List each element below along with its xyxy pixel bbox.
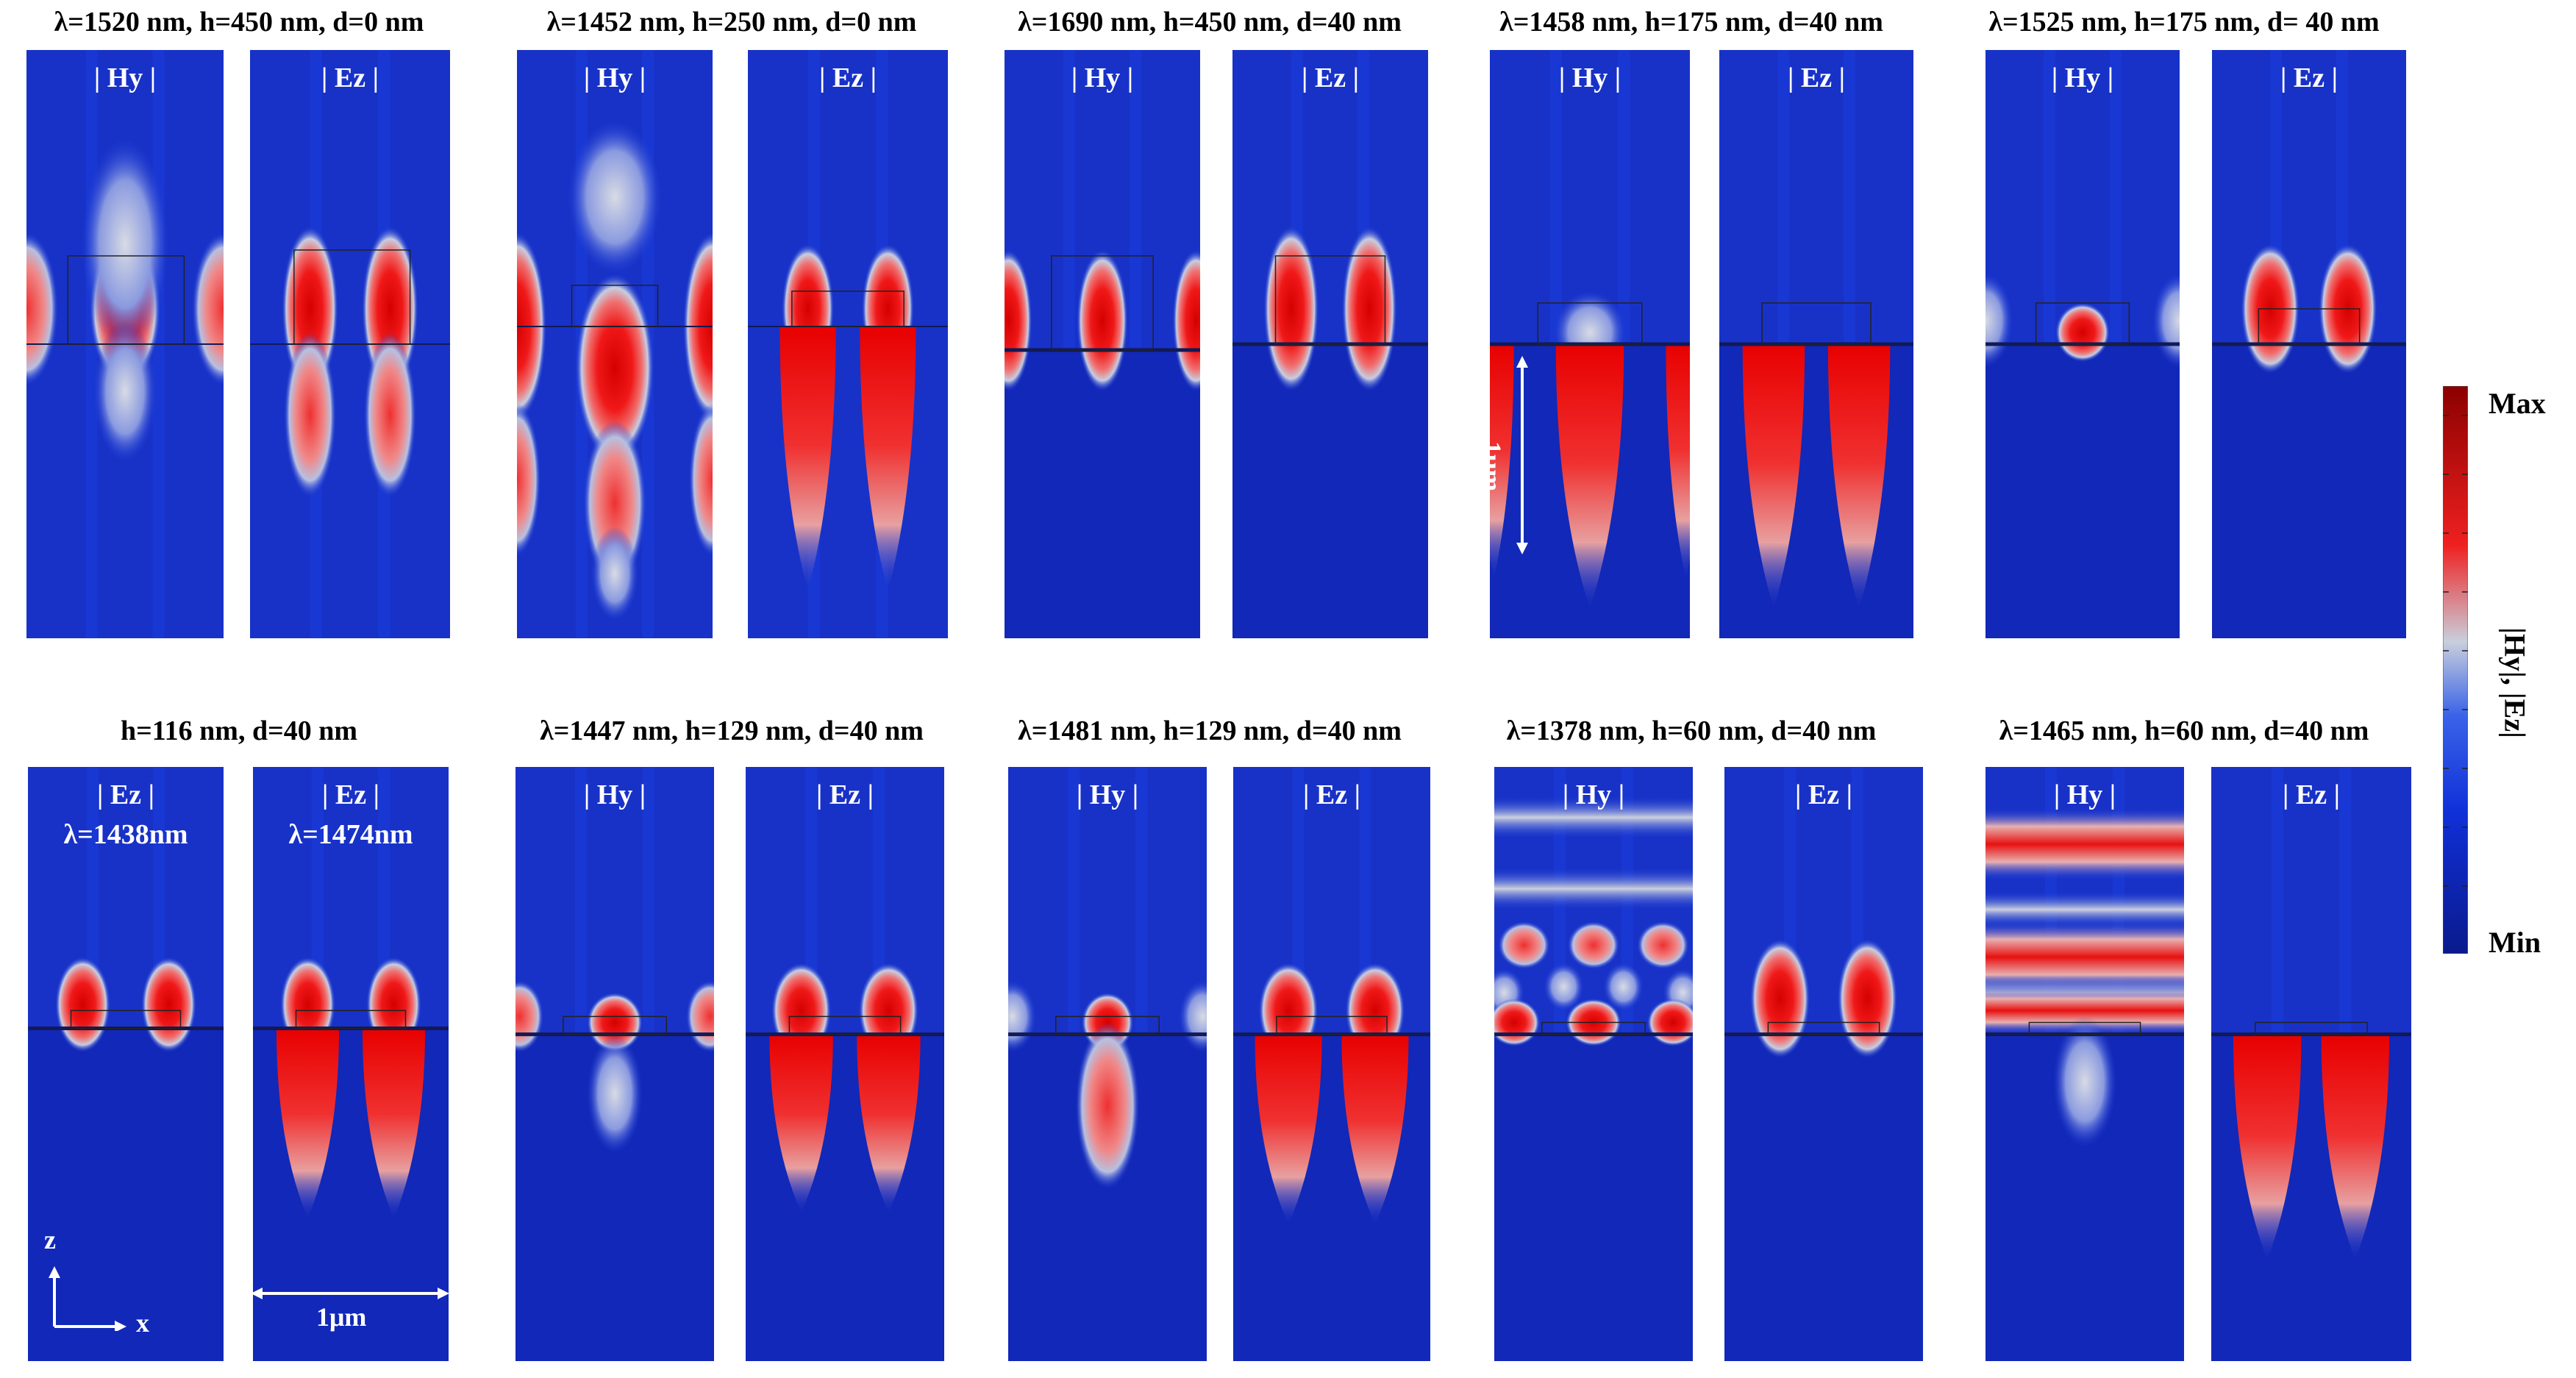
field-map-panel: | Hy |	[1490, 50, 1690, 638]
panel-group-title: λ=1481 nm, h=129 nm, d=40 nm	[1018, 715, 1402, 746]
field-component-label: | Ez |	[97, 779, 154, 810]
field-component-label: | Hy |	[1071, 63, 1134, 93]
colorbar-gradient	[2442, 385, 2469, 954]
field-map-panel: | Hy |	[1985, 50, 2180, 638]
field-component-label: | Ez |	[2283, 779, 2340, 810]
field-component-label: | Ez |	[2280, 63, 2338, 93]
colorbar-max-label: Max	[2488, 387, 2546, 420]
panel-group-title: λ=1458 nm, h=175 nm, d=40 nm	[1499, 7, 1883, 38]
field-component-label: | Hy |	[2053, 779, 2116, 810]
panel-group-title: λ=1520 nm, h=450 nm, d=0 nm	[54, 7, 424, 38]
field-map-panel: | Ez |	[1233, 767, 1430, 1361]
field-component-label: | Ez |	[1788, 63, 1845, 93]
field-map-panel: | Hy |	[1494, 767, 1693, 1361]
field-component-label: | Ez |	[1795, 779, 1852, 810]
field-map-panel: | Ez | λ=1474nm	[253, 767, 449, 1361]
field-component-label: | Hy |	[583, 779, 646, 810]
vertical-scale-label: 1μm	[1477, 441, 1507, 492]
field-map-panel: | Hy |	[515, 767, 714, 1361]
colorbar-min-label: Min	[2488, 926, 2541, 959]
field-map-panel: | Ez |	[748, 50, 948, 638]
axis-indicator	[44, 1265, 132, 1332]
field-map-panel: | Ez |	[2211, 767, 2411, 1361]
field-map-panel: | Hy |	[1008, 767, 1207, 1361]
colorbar	[2442, 385, 2469, 954]
field-component-label: | Ez |	[816, 779, 874, 810]
field-component-label: | Hy |	[2051, 63, 2114, 93]
axis-x-label: x	[136, 1308, 149, 1338]
panel-group-title: h=116 nm, d=40 nm	[120, 715, 358, 746]
field-map-panel: | Ez |	[2212, 50, 2406, 638]
colorbar-quantity-label: |Hy|, |Ez|	[2498, 627, 2532, 738]
horizontal-scale-label: 1μm	[316, 1302, 367, 1332]
field-map-panel: | Ez |	[250, 50, 450, 638]
field-map-panel: | Ez |	[746, 767, 944, 1361]
field-map-panel: | Ez |	[1232, 50, 1428, 638]
wavelength-label: λ=1438nm	[63, 819, 188, 850]
field-map-panel: | Hy |	[1005, 50, 1200, 638]
panel-group-title: λ=1690 nm, h=450 nm, d=40 nm	[1018, 7, 1402, 38]
field-component-label: | Hy |	[1076, 779, 1139, 810]
panel-group-title: λ=1447 nm, h=129 nm, d=40 nm	[540, 715, 924, 746]
panel-group-title: λ=1465 nm, h=60 nm, d=40 nm	[1999, 715, 2369, 746]
field-component-label: | Hy |	[583, 63, 646, 93]
field-component-label: | Hy |	[1558, 63, 1621, 93]
field-map-panel: | Ez |	[1724, 767, 1923, 1361]
field-component-label: | Ez |	[1302, 63, 1359, 93]
field-component-label: | Ez |	[321, 63, 379, 93]
field-component-label: | Ez |	[1303, 779, 1360, 810]
panel-group-title: λ=1452 nm, h=250 nm, d=0 nm	[546, 7, 917, 38]
vertical-scale-bar	[1508, 356, 1537, 554]
field-map-panel: | Hy |	[26, 50, 224, 638]
field-component-label: | Hy |	[93, 63, 157, 93]
field-map-panel: | Hy |	[517, 50, 713, 638]
field-map-panel: | Ez |	[1719, 50, 1913, 638]
axis-z-label: z	[44, 1225, 56, 1254]
field-component-label: | Hy |	[1562, 779, 1625, 810]
field-component-label: | Ez |	[819, 63, 877, 93]
horizontal-scale-bar	[251, 1282, 449, 1304]
panel-group-title: λ=1525 nm, h=175 nm, d= 40 nm	[1988, 7, 2380, 38]
wavelength-label: λ=1474nm	[288, 819, 413, 850]
panel-group-title: λ=1378 nm, h=60 nm, d=40 nm	[1506, 715, 1877, 746]
field-map-panel: | Ez | λ=1438nm	[28, 767, 224, 1361]
field-component-label: | Ez |	[322, 779, 379, 810]
field-map-panel: | Hy |	[1985, 767, 2184, 1361]
